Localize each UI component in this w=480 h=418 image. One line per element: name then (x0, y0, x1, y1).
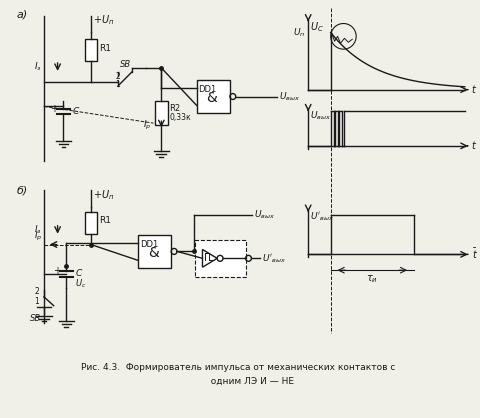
Text: DD1: DD1 (198, 85, 216, 94)
Text: 2: 2 (34, 288, 39, 296)
Text: +: + (53, 266, 60, 276)
Text: $\bar{t}$: $\bar{t}$ (471, 247, 477, 261)
Bar (84, 212, 97, 234)
Text: $U_п$: $U_п$ (292, 26, 305, 38)
Text: Рис. 4.3.  Формирователь импульса от механических контактов с: Рис. 4.3. Формирователь импульса от меха… (80, 363, 394, 372)
Text: $U'_{вых}$: $U'_{вых}$ (262, 252, 286, 265)
Text: $U_{вых}$: $U_{вых}$ (254, 209, 275, 221)
Text: C: C (75, 269, 81, 278)
Text: б): б) (16, 185, 28, 195)
Text: $+U_п$: $+U_п$ (93, 188, 114, 202)
Bar (194, 240, 245, 277)
Bar (138, 234, 171, 268)
Text: SB: SB (120, 61, 131, 69)
Bar (196, 80, 229, 113)
Bar (84, 39, 97, 61)
Text: &: & (206, 92, 216, 105)
Text: 1: 1 (34, 297, 39, 306)
Text: $+U_п$: $+U_п$ (93, 14, 114, 28)
Text: $I_р$: $I_р$ (34, 230, 42, 243)
Text: R1: R1 (98, 43, 110, 53)
Text: а): а) (16, 10, 28, 20)
Text: $I_р$: $I_р$ (143, 119, 151, 132)
Bar (155, 102, 168, 125)
Text: +: + (49, 104, 58, 115)
Text: t: t (471, 141, 475, 151)
Text: t: t (471, 84, 475, 94)
Text: $U_c$: $U_c$ (75, 278, 86, 290)
Text: $\tau_и$: $\tau_и$ (366, 273, 378, 285)
Text: C: C (72, 107, 78, 116)
Text: R2: R2 (169, 104, 180, 113)
Text: SB: SB (30, 314, 41, 323)
Text: $U_{C_{\!}}$: $U_{C_{\!}}$ (310, 20, 324, 33)
Text: $U_{вых}$: $U_{вых}$ (310, 110, 331, 122)
Text: $U_{вых}$: $U_{вых}$ (278, 90, 300, 103)
Text: $U'_{вых}$: $U'_{вых}$ (310, 211, 333, 223)
Text: 1: 1 (115, 80, 120, 89)
Text: $I_з$: $I_з$ (34, 61, 42, 73)
Text: $I_з$: $I_з$ (34, 224, 42, 236)
Text: DD1: DD1 (140, 240, 158, 249)
Text: &: & (147, 246, 158, 260)
Text: одним ЛЭ И — НЕ: одним ЛЭ И — НЕ (181, 377, 293, 386)
Text: 0,33к: 0,33к (169, 113, 191, 122)
Text: R1: R1 (98, 217, 110, 225)
Text: 2: 2 (115, 72, 120, 81)
